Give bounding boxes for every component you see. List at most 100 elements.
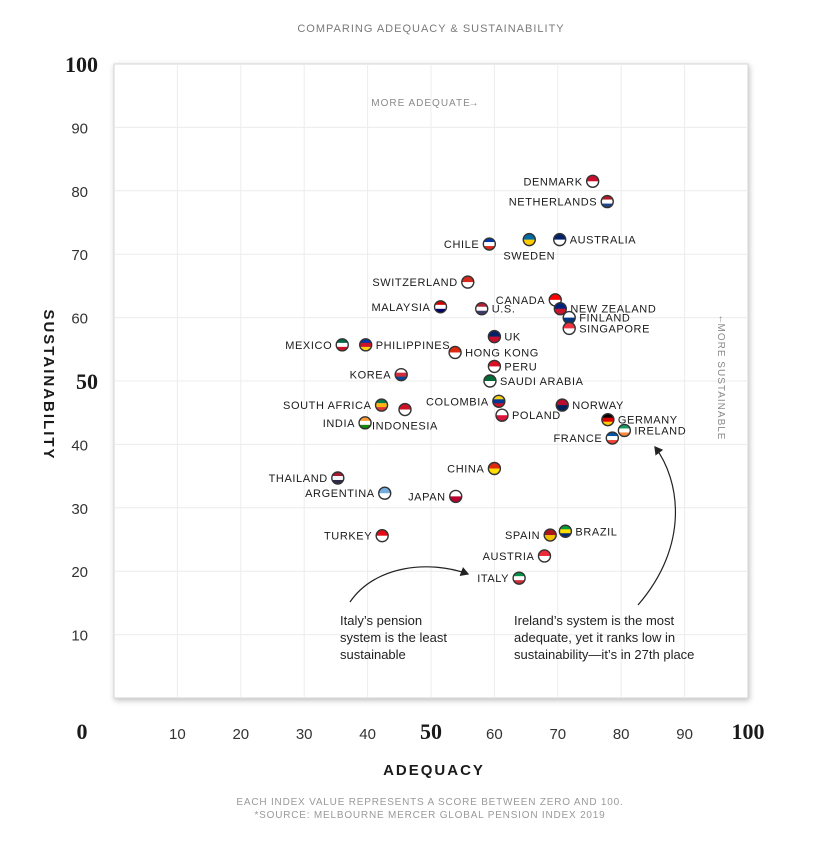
x-axis-label: ADEQUACY <box>383 762 485 779</box>
data-point: AUSTRIA <box>483 549 552 563</box>
flag-icon <box>449 346 462 359</box>
flag-icon <box>496 409 509 422</box>
data-point-label: PHILIPPINES <box>376 340 450 352</box>
data-point-label: THAILAND <box>269 473 328 485</box>
data-point: JAPAN <box>408 489 463 504</box>
data-point-label: SPAIN <box>505 530 540 542</box>
data-point-marker <box>605 431 620 445</box>
data-point: PHILIPPINES <box>358 338 450 352</box>
data-point-label: NETHERLANDS <box>509 197 598 209</box>
hint-up-arrow-icon: ↑ <box>718 314 724 325</box>
data-point-marker <box>331 471 345 485</box>
data-point-marker <box>335 338 349 352</box>
data-point-label: CHINA <box>447 463 484 475</box>
flag-icon <box>553 233 566 246</box>
data-point-marker <box>543 528 557 542</box>
data-point-label: KOREA <box>350 370 392 382</box>
flag-icon <box>488 330 501 343</box>
flag-icon <box>483 238 496 251</box>
x-tick-label: 10 <box>169 726 186 743</box>
data-point: INDIA <box>323 416 372 430</box>
flag-icon <box>449 490 462 503</box>
flag-icon <box>461 276 474 289</box>
data-point: TURKEY <box>324 528 389 543</box>
data-points: DENMARK NETHERLANDS CHILE SWEDEN AUSTRALIA SW… <box>269 174 686 585</box>
flag-icon <box>375 399 388 412</box>
data-point-label: NORWAY <box>572 400 624 412</box>
data-point: SINGAPORE <box>562 321 649 336</box>
ireland-annotation-arrow <box>637 446 676 606</box>
data-point-label: SOUTH AFRICA <box>283 400 372 412</box>
data-point-marker <box>398 402 412 417</box>
ireland-annotation-line: sustainability—it’s in 27th place <box>514 647 694 662</box>
y-tick-label: 50 <box>76 369 98 394</box>
flag-icon <box>483 375 496 387</box>
x-tick-label: 90 <box>676 726 693 743</box>
flag-icon <box>488 360 501 373</box>
flag-icon <box>359 338 372 351</box>
data-point-label: AUSTRIA <box>483 551 535 563</box>
data-point: NORWAY <box>555 398 624 412</box>
footnote-line: *SOURCE: MELBOURNE MERCER GLOBAL PENSION… <box>254 810 605 821</box>
flag-icon <box>395 368 408 381</box>
data-point-label: SWEDEN <box>503 251 555 263</box>
data-point-label: TURKEY <box>324 531 372 543</box>
data-point: NETHERLANDS <box>509 194 614 209</box>
data-point-label: AUSTRALIA <box>570 235 637 247</box>
data-point-marker <box>512 571 526 585</box>
flag-icon <box>378 487 391 500</box>
y-tick-label: 80 <box>71 184 88 201</box>
x-tick-label: 40 <box>359 726 376 743</box>
data-point-label: BRAZIL <box>575 526 617 538</box>
data-point: BRAZIL <box>558 524 617 538</box>
data-point-marker <box>394 367 408 382</box>
data-point-marker <box>585 174 600 188</box>
flag-icon <box>559 525 572 538</box>
y-axis-ticks: 10 20 30 40 50 60 70 80 90 100 <box>65 52 98 645</box>
data-point: DENMARK <box>523 174 600 188</box>
data-point-marker <box>537 549 552 563</box>
x-tick-label: 50 <box>420 719 442 744</box>
data-point-marker <box>378 486 392 500</box>
flag-icon <box>601 413 614 426</box>
data-point-label: PERU <box>504 361 537 373</box>
data-point-label: ITALY <box>477 573 509 585</box>
data-point-marker <box>487 461 502 476</box>
data-point: HONG KONG <box>448 345 539 359</box>
data-point: IRELAND <box>617 423 686 437</box>
data-point-marker <box>487 359 502 374</box>
y-tick-label: 100 <box>65 52 98 77</box>
hint-more-sustainable: MORE SUSTAINABLE ↑ <box>715 314 726 440</box>
flag-icon <box>556 399 569 412</box>
flag-icon <box>549 293 562 306</box>
data-point-label: FRANCE <box>553 433 602 445</box>
data-point-marker <box>487 329 502 344</box>
x-axis-ticks: 0 10 20 30 40 50 60 70 80 90 100 <box>77 719 765 744</box>
y-axis-label: SUSTAINABILITY <box>40 309 57 460</box>
flag-icon <box>601 195 614 208</box>
data-point-marker <box>374 398 389 412</box>
data-point-marker <box>358 338 373 352</box>
flag-icon <box>563 322 576 335</box>
data-point-marker <box>449 489 463 504</box>
data-point-marker <box>562 321 576 336</box>
y-tick-label: 30 <box>71 501 88 518</box>
y-tick-label: 10 <box>71 628 88 645</box>
x-tick-label: 60 <box>486 726 503 743</box>
x-tick-label: 80 <box>613 726 630 743</box>
data-point: ITALY <box>477 571 526 585</box>
data-point-label: SWITZERLAND <box>372 277 457 289</box>
data-point-label: INDONESIA <box>372 421 438 433</box>
data-point-marker <box>482 237 497 251</box>
data-point: KOREA <box>350 367 408 382</box>
data-point: MALAYSIA <box>371 300 448 314</box>
data-point-label: HONG KONG <box>465 347 539 359</box>
flag-icon <box>488 462 501 475</box>
data-point-marker <box>553 302 568 316</box>
data-point-marker <box>558 524 573 538</box>
hint-more-adequate-text: MORE ADEQUATE <box>371 98 471 109</box>
data-point-label: MALAYSIA <box>371 302 430 314</box>
data-point-marker <box>555 398 569 412</box>
data-point: SWEDEN <box>503 232 555 263</box>
x-tick-label: 100 <box>732 719 765 744</box>
